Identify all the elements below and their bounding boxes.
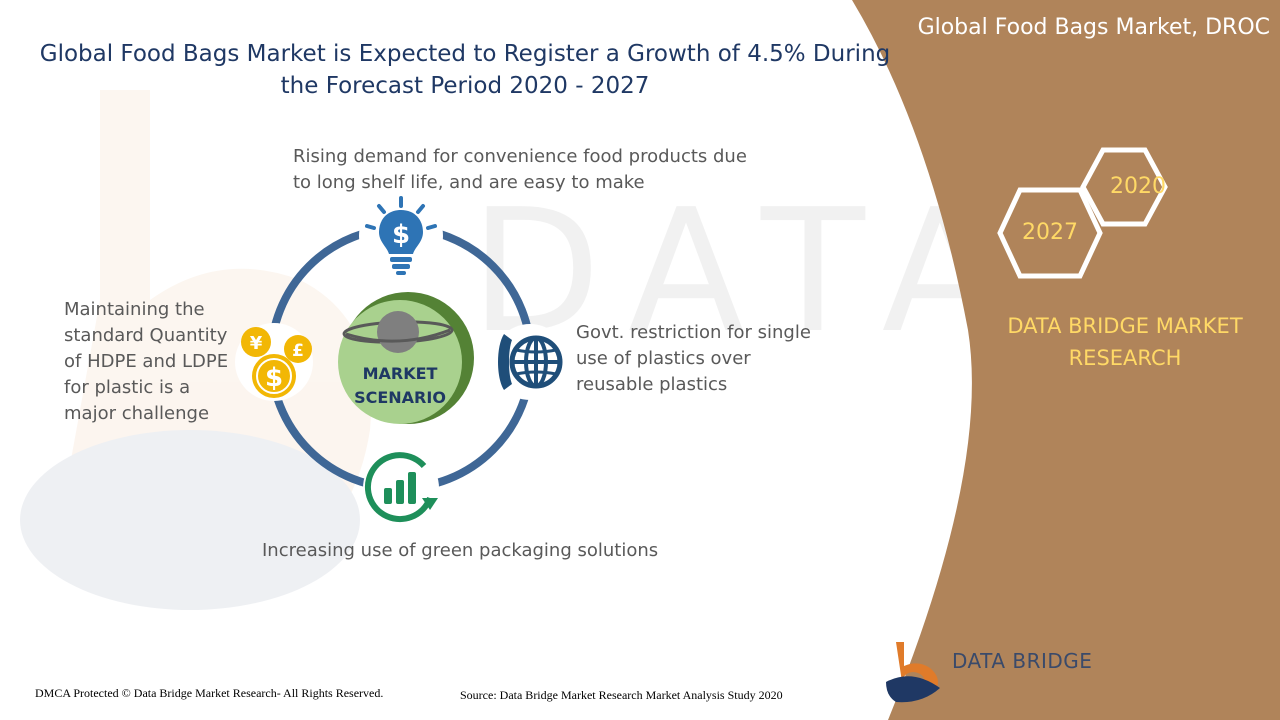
page-title: Global Food Bags Market is Expected to R… xyxy=(39,41,891,99)
svg-text:£: £ xyxy=(292,341,304,361)
planet-icon xyxy=(342,311,454,353)
growth-chart-icon xyxy=(363,450,439,526)
year-label-2020: 2020 xyxy=(1110,174,1166,199)
phone-globe-icon xyxy=(492,324,568,400)
year-hexagons xyxy=(997,147,1168,279)
driver-right-text: Govt. restriction for single use of plas… xyxy=(576,322,811,395)
source-note: Source: Data Bridge Market Research Mark… xyxy=(460,688,783,702)
data-bridge-logo-icon xyxy=(886,642,940,703)
hexagon-2027 xyxy=(997,187,1103,279)
driver-top-text: Rising demand for convenience food produ… xyxy=(293,146,747,193)
center-circle xyxy=(338,292,474,424)
side-panel-shape xyxy=(852,0,1280,720)
currency-coins-icon: ¥ £ $ xyxy=(235,323,313,401)
center-label: MARKET SCENARIO xyxy=(354,364,446,407)
driver-left-text: Maintaining the standard Quantity of HDP… xyxy=(64,299,229,424)
svg-text:$: $ xyxy=(392,220,410,250)
brand-name: DATA BRIDGE MARKET RESEARCH xyxy=(1007,314,1243,370)
svg-text:¥: ¥ xyxy=(250,333,263,354)
hexagon-2020 xyxy=(1080,147,1168,227)
driver-bottom-text: Increasing use of green packaging soluti… xyxy=(262,540,659,561)
side-panel-title: Global Food Bags Market, DROC xyxy=(917,15,1270,40)
lightbulb-dollar-icon: $ xyxy=(359,194,443,278)
logo-name: DATA BRIDGE xyxy=(952,649,1093,673)
copyright-notice: DMCA Protected © Data Bridge Market Rese… xyxy=(35,686,384,700)
year-label-2027: 2027 xyxy=(1022,220,1078,245)
watermark-logo xyxy=(20,90,372,610)
svg-text:$: $ xyxy=(265,363,283,393)
